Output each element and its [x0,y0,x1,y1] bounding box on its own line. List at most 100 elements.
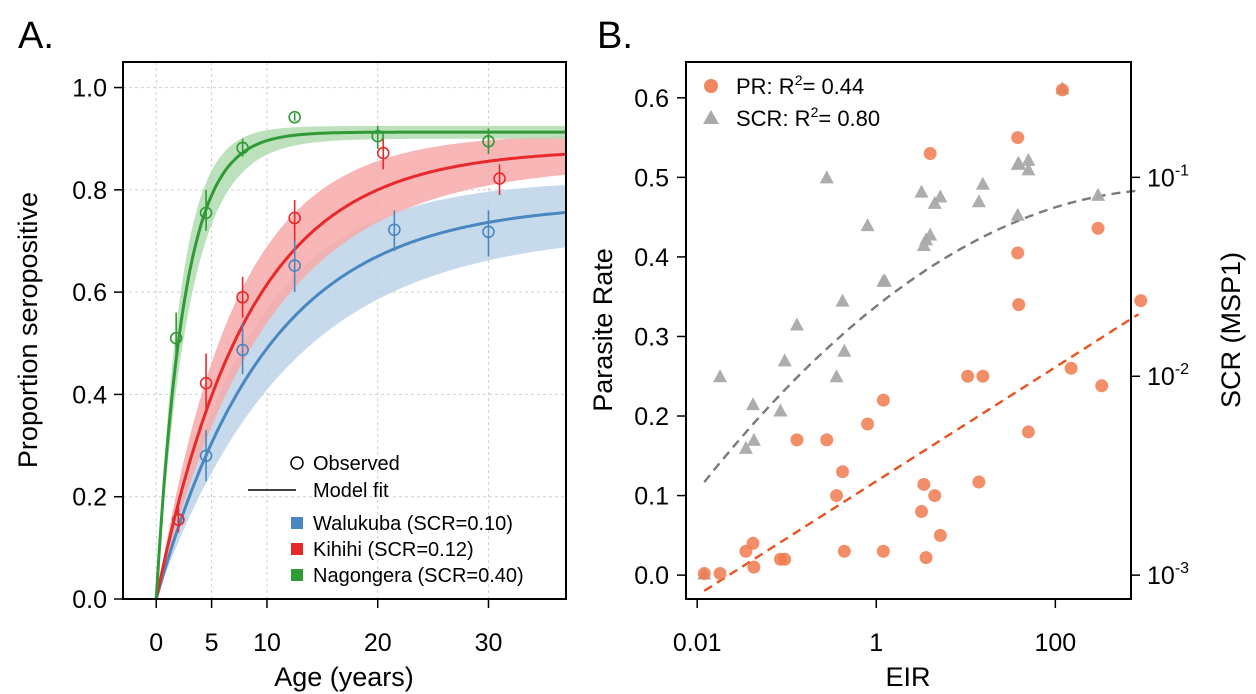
panel-a-y-axis: 0.0 0.2 0.4 0.6 0.8 1.0 [72,75,123,614]
panel-b-legend: PR: R2= 0.44 SCR: R2= 0.80 [703,72,880,131]
observed-point [288,259,301,272]
legend-observed-label: Observed [313,453,400,475]
pr-point [961,369,975,383]
legend-scr-marker [703,110,719,124]
observed-point [199,206,213,220]
scr-point [877,273,892,287]
y-tick-label: 0.6 [634,85,669,113]
pr-point [1021,425,1035,439]
scr-point [773,403,788,417]
scr-point [746,432,761,446]
pr-point [747,560,761,574]
pr-point [1055,83,1069,97]
pr-point [919,551,933,565]
confidence-band-1 [156,136,566,599]
observed-point [482,225,495,239]
legend-walukuba-label: Walukuba (SCR=0.10) [313,513,513,535]
y-tick-label: 0.4 [634,244,669,272]
observed-point [376,146,390,160]
x-tick-label: 1 [869,629,883,657]
panel-b-secondary-y-axis-title: SCR (MSP1) [1216,252,1246,408]
x-tick-label: 100 [1034,629,1076,657]
observed-point [388,223,401,237]
scr-point [1010,207,1025,221]
panel-b-x-axis-title: EIR [885,662,930,692]
pr-point [914,504,928,518]
pr-point [820,433,834,447]
legend-kihihi-swatch [291,543,303,555]
panel-a-plot-frame [122,61,567,600]
scr-point [745,397,760,411]
scr-point [971,194,986,208]
y2-tick-label: 10-1 [1147,162,1189,192]
pr-point [836,465,850,479]
panel-a-label: A. [18,15,54,57]
scr-point [933,189,948,203]
scr-point [1021,152,1036,166]
x-tick-label: 0.01 [673,629,722,657]
pr-point [1134,294,1148,308]
observed-point [371,129,385,143]
scr-point [713,369,728,383]
observed-point [288,110,301,124]
panel-a-legend: Observed Model fit Walukuba (SCR=0.10) K… [248,453,524,587]
scr-point [860,218,875,232]
observed-point [199,449,213,463]
scr-point [819,170,834,184]
pr-point [1012,298,1026,312]
legend-scr-label: SCR: R2= 0.80 [736,104,880,131]
scr-point [837,343,852,357]
legend-model-label: Model fit [313,480,389,502]
model-line-0 [154,210,567,600]
panel-b-x-axis: 0.01 1 100 [673,599,1076,657]
pr-point [1011,246,1025,260]
observed-point [288,211,301,225]
pr-point [837,544,851,558]
scr-point [789,317,804,331]
y-tick-label: 0.6 [72,279,107,307]
y-tick-label: 0.2 [634,403,669,431]
observed-point [493,172,506,185]
panel-b-label: B. [597,15,633,57]
legend-nagongera-swatch [291,569,303,581]
panel-a-observed-points [169,110,506,533]
legend-walukuba-swatch [291,517,303,529]
x-tick-label: 10 [253,629,281,657]
legend-nagongera-label: Nagongera (SCR=0.40) [313,565,524,587]
pr-point [928,489,942,503]
pr-point [976,369,990,383]
pr-point [830,489,844,503]
scr-point [914,184,929,198]
observed-point [236,290,249,304]
x-tick-label: 20 [364,629,392,657]
pr-point [697,567,711,581]
panel-b-plot-frame [685,61,1132,600]
y-tick-label: 0.5 [634,164,669,192]
pr-point [917,477,931,491]
pr-point [972,475,986,489]
scr-point [923,227,938,241]
pr-point [1064,361,1078,375]
pr-point [746,536,760,550]
pr-point [1095,379,1109,393]
pr-point [923,146,937,160]
y2-tick-label: 10-3 [1147,560,1189,590]
panel-b-scatter-points [697,81,1148,581]
pr-point [933,528,947,542]
panel-a-model-lines [154,130,567,600]
panel-a-y-axis-title: Proportion seropositive [13,192,43,468]
scr-point [738,440,753,454]
panel-b: B. 0.01 1 100 0.0 0.1 0.2 0.3 0.4 0.5 0.6 10-3 10… [588,15,1246,692]
y-tick-label: 0.3 [634,323,669,351]
y-tick-label: 0.1 [634,483,669,511]
panel-b-y-axis-title: Parasite Rate [588,248,618,412]
x-tick-label: 0 [149,629,163,657]
model-line-1 [154,152,567,600]
scr-point [829,369,844,383]
y-tick-label: 0.4 [72,381,107,409]
pr-point [1011,131,1025,145]
y-tick-label: 0.0 [634,562,669,590]
pr-point [876,393,890,407]
scr-point [1021,162,1036,176]
